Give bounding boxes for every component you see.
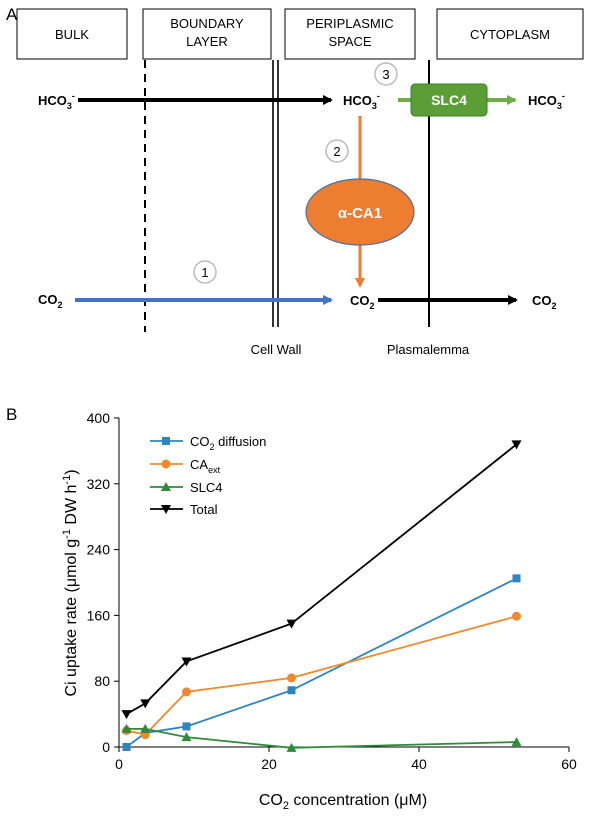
plasmalemma-label: Plasmalemma xyxy=(387,342,470,357)
data-point-slc4 xyxy=(511,737,522,747)
y-tick-label: 80 xyxy=(94,673,110,689)
bulk-label: BULK xyxy=(55,27,89,42)
x-tick-label: 0 xyxy=(115,756,123,772)
data-point-slc4 xyxy=(140,723,151,733)
y-tick-label: 320 xyxy=(87,476,111,492)
series-layer xyxy=(121,440,522,752)
hco3-cytoplasm-label: HCO3- xyxy=(528,91,565,111)
data-point-co2-diffusion xyxy=(287,686,296,695)
x-axis-label: CO2 concentration (μM) xyxy=(259,792,427,812)
series-line-total xyxy=(126,443,518,715)
data-point-caext xyxy=(512,611,521,621)
chart-legend: CO2 diffusion CAext SLC4 Total xyxy=(150,434,266,517)
x-axis-ticks: 0 20 40 60 xyxy=(115,747,577,772)
panel-a-diagram: A BULK BOUNDARY LAYER PERIPLASMIC SPACE … xyxy=(6,5,584,357)
hco3-periplasm-label: HCO3- xyxy=(343,91,380,111)
co2-periplasm-label: CO2 xyxy=(350,293,375,311)
data-point-total xyxy=(181,657,192,667)
y-tick-label: 0 xyxy=(102,739,110,755)
co2-bulk-label: CO2 xyxy=(38,292,63,310)
data-point-caext xyxy=(182,687,191,697)
legend-label-slc4: SLC4 xyxy=(190,480,223,495)
boundary-layer-box xyxy=(142,8,272,60)
step-1-marker xyxy=(193,260,217,284)
periplasm-label-line1: PERIPLASMIC xyxy=(306,16,393,31)
legend-label-total: Total xyxy=(190,502,218,517)
y-tick-label: 240 xyxy=(87,542,111,558)
y-axis-label: Ci uptake rate (μmol g-1 DW h-1) xyxy=(61,469,80,696)
data-point-total xyxy=(511,440,522,450)
data-point-co2-diffusion xyxy=(512,574,521,583)
periplasm-label-line2: SPACE xyxy=(328,34,371,49)
x-tick-label: 20 xyxy=(261,756,277,772)
data-point-slc4 xyxy=(286,742,297,752)
alpha-ca1-label: α-CA1 xyxy=(338,205,382,222)
data-point-total xyxy=(121,710,132,720)
x-tick-label: 40 xyxy=(411,756,427,772)
bulk-box xyxy=(16,8,128,60)
x-tick-label: 60 xyxy=(561,756,577,772)
step-3-label: 3 xyxy=(382,67,389,82)
hco3-bulk-label: HCO3- xyxy=(38,91,75,111)
step-1-label: 1 xyxy=(201,265,208,280)
legend-label-co2-diffusion: CO2 diffusion xyxy=(190,434,266,452)
slc4-transporter-box xyxy=(410,83,488,117)
data-point-caext xyxy=(287,673,296,683)
legend-marker-co2-diffusion xyxy=(162,437,170,445)
step-2-label: 2 xyxy=(333,144,340,159)
data-point-total xyxy=(286,619,297,629)
data-point-co2-diffusion xyxy=(122,743,131,751)
boundary-label-line2: LAYER xyxy=(186,34,228,49)
y-tick-label: 400 xyxy=(87,410,111,426)
co2-cytoplasm-label: CO2 xyxy=(532,293,557,311)
data-point-total xyxy=(140,699,151,709)
cytoplasm-box xyxy=(436,8,584,60)
legend-marker-ca-ext xyxy=(161,459,171,469)
data-point-co2-diffusion xyxy=(182,722,191,731)
data-point-slc4 xyxy=(181,732,192,742)
panel-b-letter: B xyxy=(6,405,17,424)
legend-marker-total xyxy=(161,505,171,514)
cytoplasm-label: CYTOPLASM xyxy=(470,27,550,42)
legend-marker-slc4 xyxy=(161,482,171,491)
cell-wall-label: Cell Wall xyxy=(251,342,302,357)
step-2-marker xyxy=(325,139,349,163)
alpha-ca1-enzyme xyxy=(305,178,415,246)
data-point-slc4 xyxy=(121,723,132,733)
panel-a-letter: A xyxy=(6,5,18,24)
periplasmic-space-box xyxy=(284,8,416,60)
boundary-label-line1: BOUNDARY xyxy=(170,16,244,31)
panel-b-chart: B 0 80 160 240 320 400 0 20 40 60 Ci uptake rate… xyxy=(6,405,577,812)
step-3-marker xyxy=(374,62,398,86)
y-axis-ticks: 0 80 160 240 320 400 xyxy=(87,410,119,755)
slc4-label: SLC4 xyxy=(431,92,467,108)
y-tick-label: 160 xyxy=(87,607,111,623)
legend-label-ca-ext: CAext xyxy=(190,457,221,475)
